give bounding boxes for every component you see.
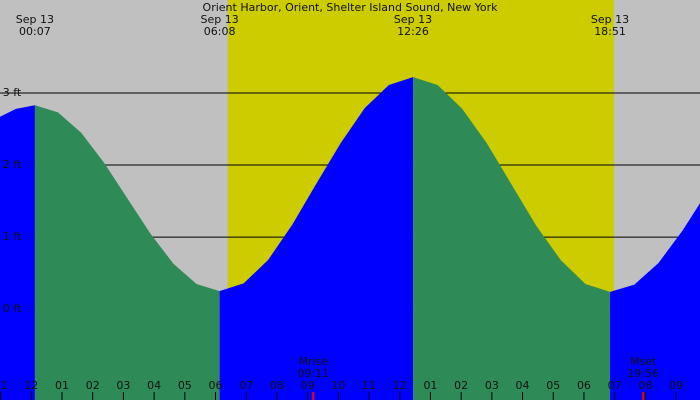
extreme-date: Sep 13 xyxy=(16,13,54,26)
extreme-time: 06:08 xyxy=(204,25,236,38)
moon-event-time: 09:11 xyxy=(297,367,329,380)
extreme-date: Sep 13 xyxy=(394,13,432,26)
rising-tide xyxy=(0,105,35,400)
x-tick-label: 08 xyxy=(638,379,652,392)
x-tick-label: 07 xyxy=(239,379,253,392)
y-tick-label: 0 ft xyxy=(3,302,22,315)
x-tick-label: 07 xyxy=(608,379,622,392)
x-tick-label: 04 xyxy=(516,379,530,392)
extreme-time: 12:26 xyxy=(397,25,429,38)
x-tick-label: 03 xyxy=(116,379,130,392)
moon-event-name: Mrise xyxy=(298,355,328,368)
x-tick-label: 01 xyxy=(423,379,437,392)
y-tick-label: 2 ft xyxy=(3,158,22,171)
moon-event-name: Mset xyxy=(630,355,657,368)
y-tick-label: 1 ft xyxy=(3,230,22,243)
x-tick-label: 02 xyxy=(454,379,468,392)
moon-event-time: 19:56 xyxy=(627,367,659,380)
y-tick-label: 3 ft xyxy=(3,86,22,99)
extreme-time: 18:51 xyxy=(594,25,626,38)
x-tick-label: 12 xyxy=(24,379,38,392)
extreme-date: Sep 13 xyxy=(200,13,238,26)
x-tick-label: 09 xyxy=(669,379,683,392)
x-tick-label: 11 xyxy=(0,379,8,392)
x-tick-label: 04 xyxy=(147,379,161,392)
x-tick-label: 01 xyxy=(55,379,69,392)
x-tick-label: 02 xyxy=(86,379,100,392)
x-tick-label: 06 xyxy=(577,379,591,392)
x-tick-label: 06 xyxy=(209,379,223,392)
rising-tide xyxy=(219,77,414,400)
extreme-time: 00:07 xyxy=(19,25,51,38)
x-tick-label: 08 xyxy=(270,379,284,392)
x-tick-label: 11 xyxy=(362,379,376,392)
x-tick-label: 10 xyxy=(331,379,345,392)
rising-tide xyxy=(610,203,700,400)
x-tick-label: 12 xyxy=(393,379,407,392)
falling-tide xyxy=(413,77,611,400)
x-tick-label: 09 xyxy=(301,379,315,392)
chart-title: Orient Harbor, Orient, Shelter Island So… xyxy=(203,1,499,14)
extreme-date: Sep 13 xyxy=(591,13,629,26)
x-tick-label: 05 xyxy=(178,379,192,392)
x-tick-label: 03 xyxy=(485,379,499,392)
x-tick-label: 05 xyxy=(546,379,560,392)
falling-tide xyxy=(34,105,220,400)
